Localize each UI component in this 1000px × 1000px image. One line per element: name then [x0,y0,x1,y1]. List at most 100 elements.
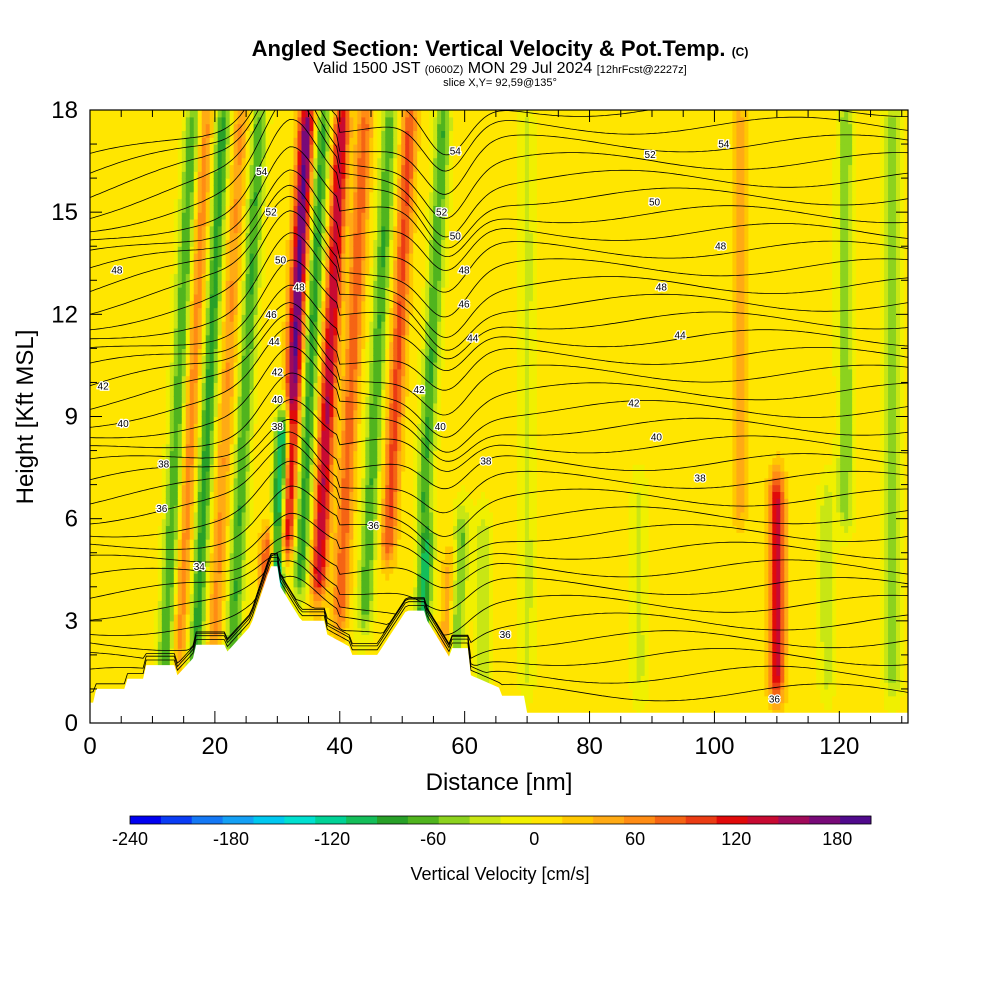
velocity-cell [253,130,259,138]
velocity-cell [229,545,235,554]
velocity-cell [181,396,187,404]
velocity-cell [293,532,299,540]
velocity-cell [137,450,143,458]
velocity-cell [261,273,267,281]
velocity-cell [233,164,239,172]
velocity-cell [237,239,243,247]
velocity-cell [257,525,263,533]
velocity-cell [101,423,107,431]
velocity-cell [173,498,179,506]
velocity-cell [193,198,199,206]
velocity-cell [193,436,199,445]
velocity-cell [205,402,211,411]
velocity-cell [225,232,231,241]
velocity-cell [157,191,163,200]
velocity-cell [141,600,147,608]
velocity-cell [281,314,287,322]
velocity-cell [181,566,187,574]
velocity-cell [225,280,231,288]
velocity-cell [97,266,103,275]
velocity-cell [90,280,95,288]
velocity-cell [133,539,139,547]
velocity-cell [141,498,147,506]
velocity-cell [185,484,191,493]
velocity-cell [165,246,171,254]
velocity-cell [161,327,167,336]
velocity-cell [145,641,151,649]
velocity-cell [297,307,303,315]
velocity-cell [165,259,171,268]
velocity-cell [261,191,267,200]
velocity-cell [101,355,107,363]
velocity-cell [129,402,135,411]
velocity-cell [177,314,183,322]
velocity-cell [157,110,163,118]
velocity-cell [149,573,155,581]
velocity-cell [269,253,275,261]
velocity-cell [109,498,115,506]
velocity-cell [113,157,119,166]
velocity-cell [153,491,159,499]
velocity-cell [289,484,295,493]
velocity-cell [173,246,179,254]
velocity-cell [225,314,231,322]
velocity-cell [253,450,259,458]
velocity-cell [90,627,95,636]
velocity-cell [173,287,179,295]
velocity-cell [237,123,243,132]
velocity-cell [221,327,227,336]
velocity-cell [269,171,275,179]
velocity-cell [133,464,139,472]
velocity-cell [253,477,259,486]
velocity-cell [281,355,287,363]
velocity-cell [261,396,267,404]
velocity-cell [281,116,287,125]
velocity-cell [289,341,295,349]
velocity-cell [189,552,195,561]
velocity-cell [121,614,127,622]
velocity-cell [253,464,259,472]
velocity-cell [149,477,155,486]
velocity-cell [277,423,283,431]
velocity-cell [181,266,187,275]
velocity-cell [157,259,163,268]
velocity-cell [209,539,215,547]
velocity-cell [189,511,195,520]
velocity-cell [193,627,199,636]
velocity-cell [233,579,239,588]
velocity-cell [141,321,147,329]
velocity-cell [133,614,139,622]
velocity-cell [261,321,267,329]
velocity-cell [133,205,139,213]
velocity-cell [185,144,191,152]
velocity-cell [301,559,307,567]
velocity-cell [241,498,247,506]
velocity-cell [221,137,227,145]
velocity-cell [277,552,283,561]
velocity-cell [109,586,115,595]
velocity-cell [101,362,107,370]
velocity-cell [165,191,171,200]
velocity-cell [137,409,143,418]
velocity-cell [101,280,107,288]
velocity-cell [145,409,151,418]
velocity-cell [185,634,191,642]
velocity-cell [145,627,151,636]
velocity-cell [281,430,287,438]
velocity-cell [161,464,167,472]
velocity-cell [257,382,263,390]
velocity-cell [157,171,163,179]
velocity-cell [221,620,227,629]
velocity-cell [233,198,239,206]
velocity-cell [141,518,147,527]
velocity-cell [105,150,111,159]
velocity-cell [117,178,123,186]
velocity-cell [97,110,103,118]
velocity-cell [217,409,223,418]
velocity-cell [177,396,183,404]
velocity-cell [269,484,275,493]
velocity-cell [101,559,107,567]
velocity-cell [121,259,127,268]
velocity-cell [281,382,287,390]
velocity-cell [189,525,195,533]
